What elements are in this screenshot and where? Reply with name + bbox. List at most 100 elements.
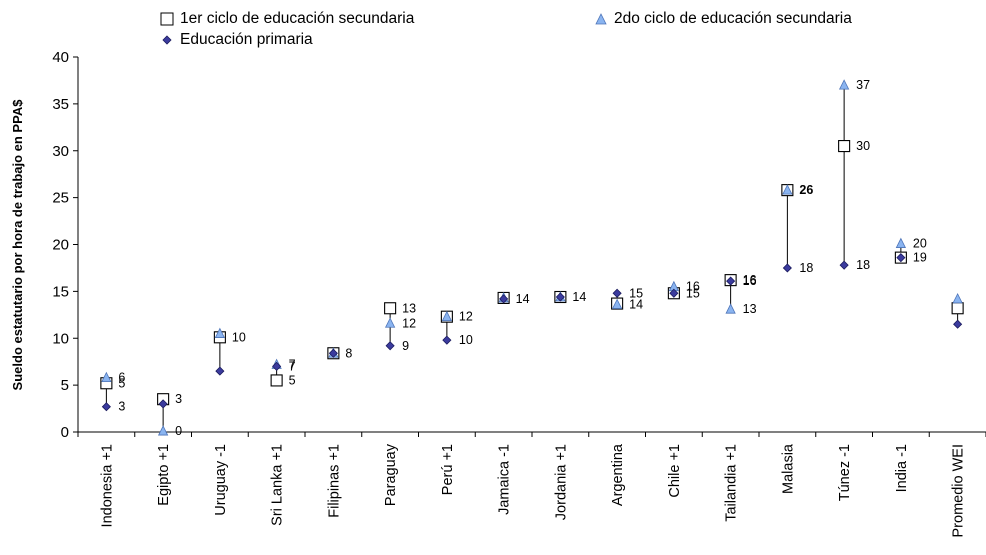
x-tick-label: Indonesia +1 bbox=[99, 444, 115, 527]
triangle-marker bbox=[895, 237, 907, 248]
triangle-marker-icon bbox=[594, 12, 608, 26]
square-marker bbox=[838, 140, 851, 153]
data-label: 30 bbox=[856, 139, 870, 153]
x-tick-label: Paraguay bbox=[383, 443, 399, 506]
x-tick-label: Sri Lanka +1 bbox=[270, 444, 286, 526]
triangle-marker bbox=[214, 327, 226, 338]
data-label: 10 bbox=[232, 330, 246, 344]
x-tick-label: Argentina bbox=[610, 443, 626, 506]
triangle-marker bbox=[101, 371, 112, 383]
data-label: 16 bbox=[686, 280, 700, 294]
data-label: 26 bbox=[799, 183, 813, 197]
legend-label: 2do ciclo de educación secundaria bbox=[614, 10, 852, 27]
data-label: 3 bbox=[118, 400, 125, 414]
data-label: 12 bbox=[459, 310, 473, 324]
triangle-marker bbox=[725, 303, 736, 314]
data-label: 14 bbox=[572, 290, 586, 304]
diamond-marker bbox=[726, 276, 736, 286]
data-label: 15 bbox=[629, 286, 643, 300]
legend-item-series-1: 1er ciclo de educación secundaria bbox=[160, 10, 414, 28]
y-tick-label: 25 bbox=[52, 190, 69, 207]
diamond-marker-icon bbox=[160, 33, 174, 47]
diamond-marker bbox=[612, 288, 622, 298]
y-tick-label: 35 bbox=[52, 96, 69, 113]
x-tick-label: Tailandia +1 bbox=[724, 444, 740, 522]
y-tick-label: 20 bbox=[52, 237, 69, 254]
data-label: 0 bbox=[175, 424, 182, 438]
square-marker bbox=[384, 302, 397, 315]
diamond-marker bbox=[215, 366, 225, 376]
diamond-marker bbox=[272, 361, 282, 371]
data-label: 20 bbox=[913, 237, 927, 251]
data-label: 18 bbox=[799, 261, 813, 275]
y-tick-label: 5 bbox=[61, 377, 69, 394]
triangle-marker bbox=[441, 310, 453, 322]
data-label: 37 bbox=[856, 78, 870, 92]
triangle-marker bbox=[782, 184, 793, 195]
data-label: 14 bbox=[516, 292, 530, 306]
y-tick-label: 40 bbox=[52, 49, 69, 66]
data-label: 6 bbox=[118, 371, 125, 385]
data-label: 7 bbox=[289, 359, 296, 373]
triangle-marker bbox=[611, 298, 623, 309]
square-marker bbox=[270, 374, 283, 387]
x-tick-label: Filipinas +1 bbox=[326, 444, 342, 518]
data-label: 16 bbox=[743, 273, 757, 287]
triangle-marker bbox=[157, 425, 169, 436]
diamond-marker bbox=[158, 399, 168, 409]
data-label: 13 bbox=[402, 301, 416, 315]
y-tick-label: 15 bbox=[52, 283, 69, 300]
triangle-marker bbox=[952, 292, 963, 304]
triangle-marker bbox=[838, 79, 850, 90]
diamond-marker bbox=[385, 341, 395, 351]
diamond-marker bbox=[896, 253, 906, 263]
data-label: 5 bbox=[118, 376, 125, 390]
diamond-marker bbox=[555, 292, 565, 302]
y-tick-label: 0 bbox=[61, 424, 69, 441]
legend-item-series-3: Educación primaria bbox=[160, 31, 313, 49]
data-label: 16 bbox=[743, 274, 757, 288]
data-label: 8 bbox=[345, 346, 352, 360]
x-tick-label: Promedio WEI bbox=[951, 444, 967, 537]
x-tick-label: Jamaica -1 bbox=[497, 444, 513, 515]
data-label: 9 bbox=[402, 339, 409, 353]
diamond-marker bbox=[782, 263, 792, 273]
x-tick-label: Jordania +1 bbox=[553, 444, 569, 520]
x-tick-label: Chile +1 bbox=[667, 444, 683, 498]
x-tick-label: Malasia bbox=[780, 443, 796, 494]
diamond-marker bbox=[101, 402, 111, 412]
square-marker-icon bbox=[160, 12, 174, 26]
data-label: 13 bbox=[743, 302, 757, 316]
x-tick-label: Egipto +1 bbox=[156, 444, 172, 506]
data-label: 14 bbox=[629, 298, 643, 312]
diamond-marker bbox=[328, 348, 338, 358]
data-label: 12 bbox=[402, 316, 416, 330]
data-label: 5 bbox=[289, 373, 296, 387]
diamond-marker bbox=[499, 294, 509, 304]
diamond-marker bbox=[442, 335, 452, 345]
data-label: 7 bbox=[289, 358, 296, 372]
x-tick-label: Uruguay -1 bbox=[213, 444, 229, 516]
x-tick-label: India -1 bbox=[894, 444, 910, 492]
data-label: 3 bbox=[175, 392, 182, 406]
legend-label: 1er ciclo de educación secundaria bbox=[180, 10, 415, 27]
y-tick-label: 30 bbox=[52, 143, 69, 160]
y-axis-label: Sueldo estatutario por hora de trabajo e… bbox=[10, 99, 25, 391]
diamond-marker bbox=[839, 260, 849, 270]
data-label: 18 bbox=[856, 258, 870, 272]
triangle-marker bbox=[384, 317, 396, 328]
diamond-marker bbox=[953, 319, 963, 329]
data-label: 15 bbox=[686, 286, 700, 300]
y-tick-label: 10 bbox=[52, 330, 69, 347]
diamond-marker bbox=[669, 288, 679, 298]
square-marker bbox=[951, 302, 964, 315]
legend-item-series-2: 2do ciclo de educación secundaria bbox=[594, 10, 852, 28]
markers bbox=[100, 79, 964, 436]
x-tick-label: Perú +1 bbox=[440, 444, 456, 495]
connector-lines bbox=[105, 85, 959, 432]
data-label: 19 bbox=[913, 251, 927, 265]
data-label: 10 bbox=[459, 333, 473, 347]
